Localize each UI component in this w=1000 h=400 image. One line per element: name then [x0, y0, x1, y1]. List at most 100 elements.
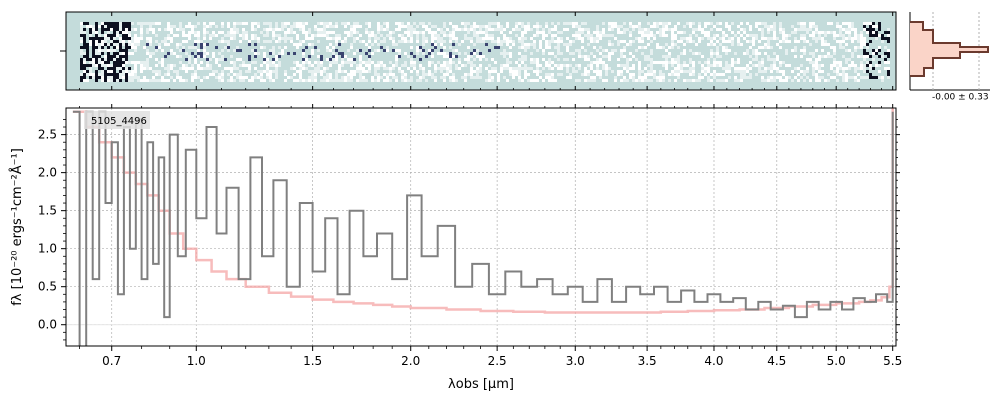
spectrum-2d-pixel [611, 70, 614, 73]
spectrum-2d-pixel [845, 58, 848, 61]
spectrum-2d-pixel [302, 40, 305, 43]
spectrum-2d-pixel [650, 64, 653, 67]
spectrum-2d-pixel [212, 22, 215, 25]
spectrum-2d-pixel [578, 25, 581, 28]
spectrum-2d-pixel [713, 58, 716, 61]
spectrum-2d-pixel [95, 49, 98, 52]
spectrum-2d-pixel [653, 61, 656, 64]
spectrum-2d-pixel [110, 64, 113, 67]
spectrum-2d-pixel [536, 70, 539, 73]
spectrum-2d-pixel [650, 67, 653, 70]
spectrum-2d-pixel [110, 55, 113, 58]
spectrum-2d-pixel [470, 61, 473, 64]
spectrum-2d-pixel [131, 37, 134, 40]
spectrum-2d-pixel [284, 34, 287, 37]
spectrum-2d-pixel [383, 64, 386, 67]
spectrum-2d-pixel [548, 40, 551, 43]
spectrum-2d-pixel [659, 34, 662, 37]
spectrum-2d-pixel [128, 67, 131, 70]
spectrum-2d-pixel [86, 79, 89, 82]
spectrum-2d-pixel [719, 64, 722, 67]
spectrum-2d-pixel [374, 37, 377, 40]
spectrum-2d-pixel [101, 64, 104, 67]
spectrum-2d-pixel [734, 52, 737, 55]
spectrum-2d-pixel [785, 40, 788, 43]
spectrum-2d-pixel [431, 49, 434, 52]
spectrum-2d-pixel [158, 61, 161, 64]
spectrum-2d-pixel [374, 49, 377, 52]
spectrum-2d-pixel [692, 64, 695, 67]
spectrum-2d-pixel [707, 31, 710, 34]
spectrum-2d-pixel [455, 55, 458, 58]
spectrum-2d-pixel [404, 79, 407, 82]
spectrum-2d-pixel [107, 49, 110, 52]
spectrum-2d-pixel [620, 79, 623, 82]
spectrum-2d-pixel [755, 58, 758, 61]
spectrum-2d-pixel [707, 43, 710, 46]
spectrum-2d-pixel [725, 52, 728, 55]
spectrum-2d-pixel [707, 70, 710, 73]
spectrum-2d-pixel [860, 34, 863, 37]
spectrum-2d-pixel [416, 73, 419, 76]
spectrum-2d-pixel [125, 79, 128, 82]
spectrum-2d-pixel [590, 61, 593, 64]
spectrum-2d-pixel [347, 61, 350, 64]
spectrum-2d-pixel [548, 46, 551, 49]
spectrum-2d-pixel [539, 76, 542, 79]
spectrum-2d-pixel [773, 34, 776, 37]
spectrum-2d-pixel [617, 25, 620, 28]
grid [66, 108, 896, 346]
spectrum-2d-pixel [134, 34, 137, 37]
spectrum-2d-pixel [749, 61, 752, 64]
spectrum-2d-pixel [722, 67, 725, 70]
spectrum-2d-pixel [512, 73, 515, 76]
spectrum-2d-pixel [599, 76, 602, 79]
spectrum-2d-pixel [389, 70, 392, 73]
spectrum-2d-pixel [548, 58, 551, 61]
spectrum-2d-pixel [275, 73, 278, 76]
spectrum-2d-pixel [794, 67, 797, 70]
spectrum-2d-pixel [92, 76, 95, 79]
spectrum-2d-pixel [188, 22, 191, 25]
spectrum-2d-pixel [872, 49, 875, 52]
spectrum-2d-pixel [887, 49, 890, 52]
spectrum-2d-pixel [542, 49, 545, 52]
spectrum-2d-pixel [368, 34, 371, 37]
spectrum-2d-pixel [161, 64, 164, 67]
spectrum-2d-pixel [698, 37, 701, 40]
spectrum-2d-pixel [86, 22, 89, 25]
spectrum-2d-pixel [326, 73, 329, 76]
spectrum-2d-pixel [422, 52, 425, 55]
spectrum-2d-pixel [767, 31, 770, 34]
spectrum-2d-pixel [671, 37, 674, 40]
spectrum-2d-pixel [743, 70, 746, 73]
spectrum-2d-pixel [254, 67, 257, 70]
spectrum-2d-pixel [725, 22, 728, 25]
spectrum-2d-pixel [833, 34, 836, 37]
spectrum-2d-pixel [194, 58, 197, 61]
spectrum-2d-pixel [302, 58, 305, 61]
spectrum-2d-pixel [629, 31, 632, 34]
spectrum-2d-pixel [878, 76, 881, 79]
spectrum-2d-pixel [206, 31, 209, 34]
spectrum-2d-pixel [467, 73, 470, 76]
spectrum-2d-pixel [113, 40, 116, 43]
spectrum-2d-pixel [770, 76, 773, 79]
spectrum-2d-pixel [761, 58, 764, 61]
spectrum-2d-pixel [314, 46, 317, 49]
spectrum-2d-pixel [83, 43, 86, 46]
spectrum-2d-pixel [710, 52, 713, 55]
spectrum-2d-pixel [647, 37, 650, 40]
spectrum-2d-pixel [584, 58, 587, 61]
spectrum-2d-pixel [200, 43, 203, 46]
spectrum-2d-pixel [242, 61, 245, 64]
spectrum-2d-pixel [869, 76, 872, 79]
spectrum-2d-pixel [269, 52, 272, 55]
spectrum-2d-pixel [602, 55, 605, 58]
spectrum-2d-pixel [551, 73, 554, 76]
spectrum-2d-pixel [206, 52, 209, 55]
spectrum-2d-pixel [125, 49, 128, 52]
spectrum-2d-pixel [656, 25, 659, 28]
spectrum-2d-pixel [443, 34, 446, 37]
spectrum-2d-pixel [353, 40, 356, 43]
